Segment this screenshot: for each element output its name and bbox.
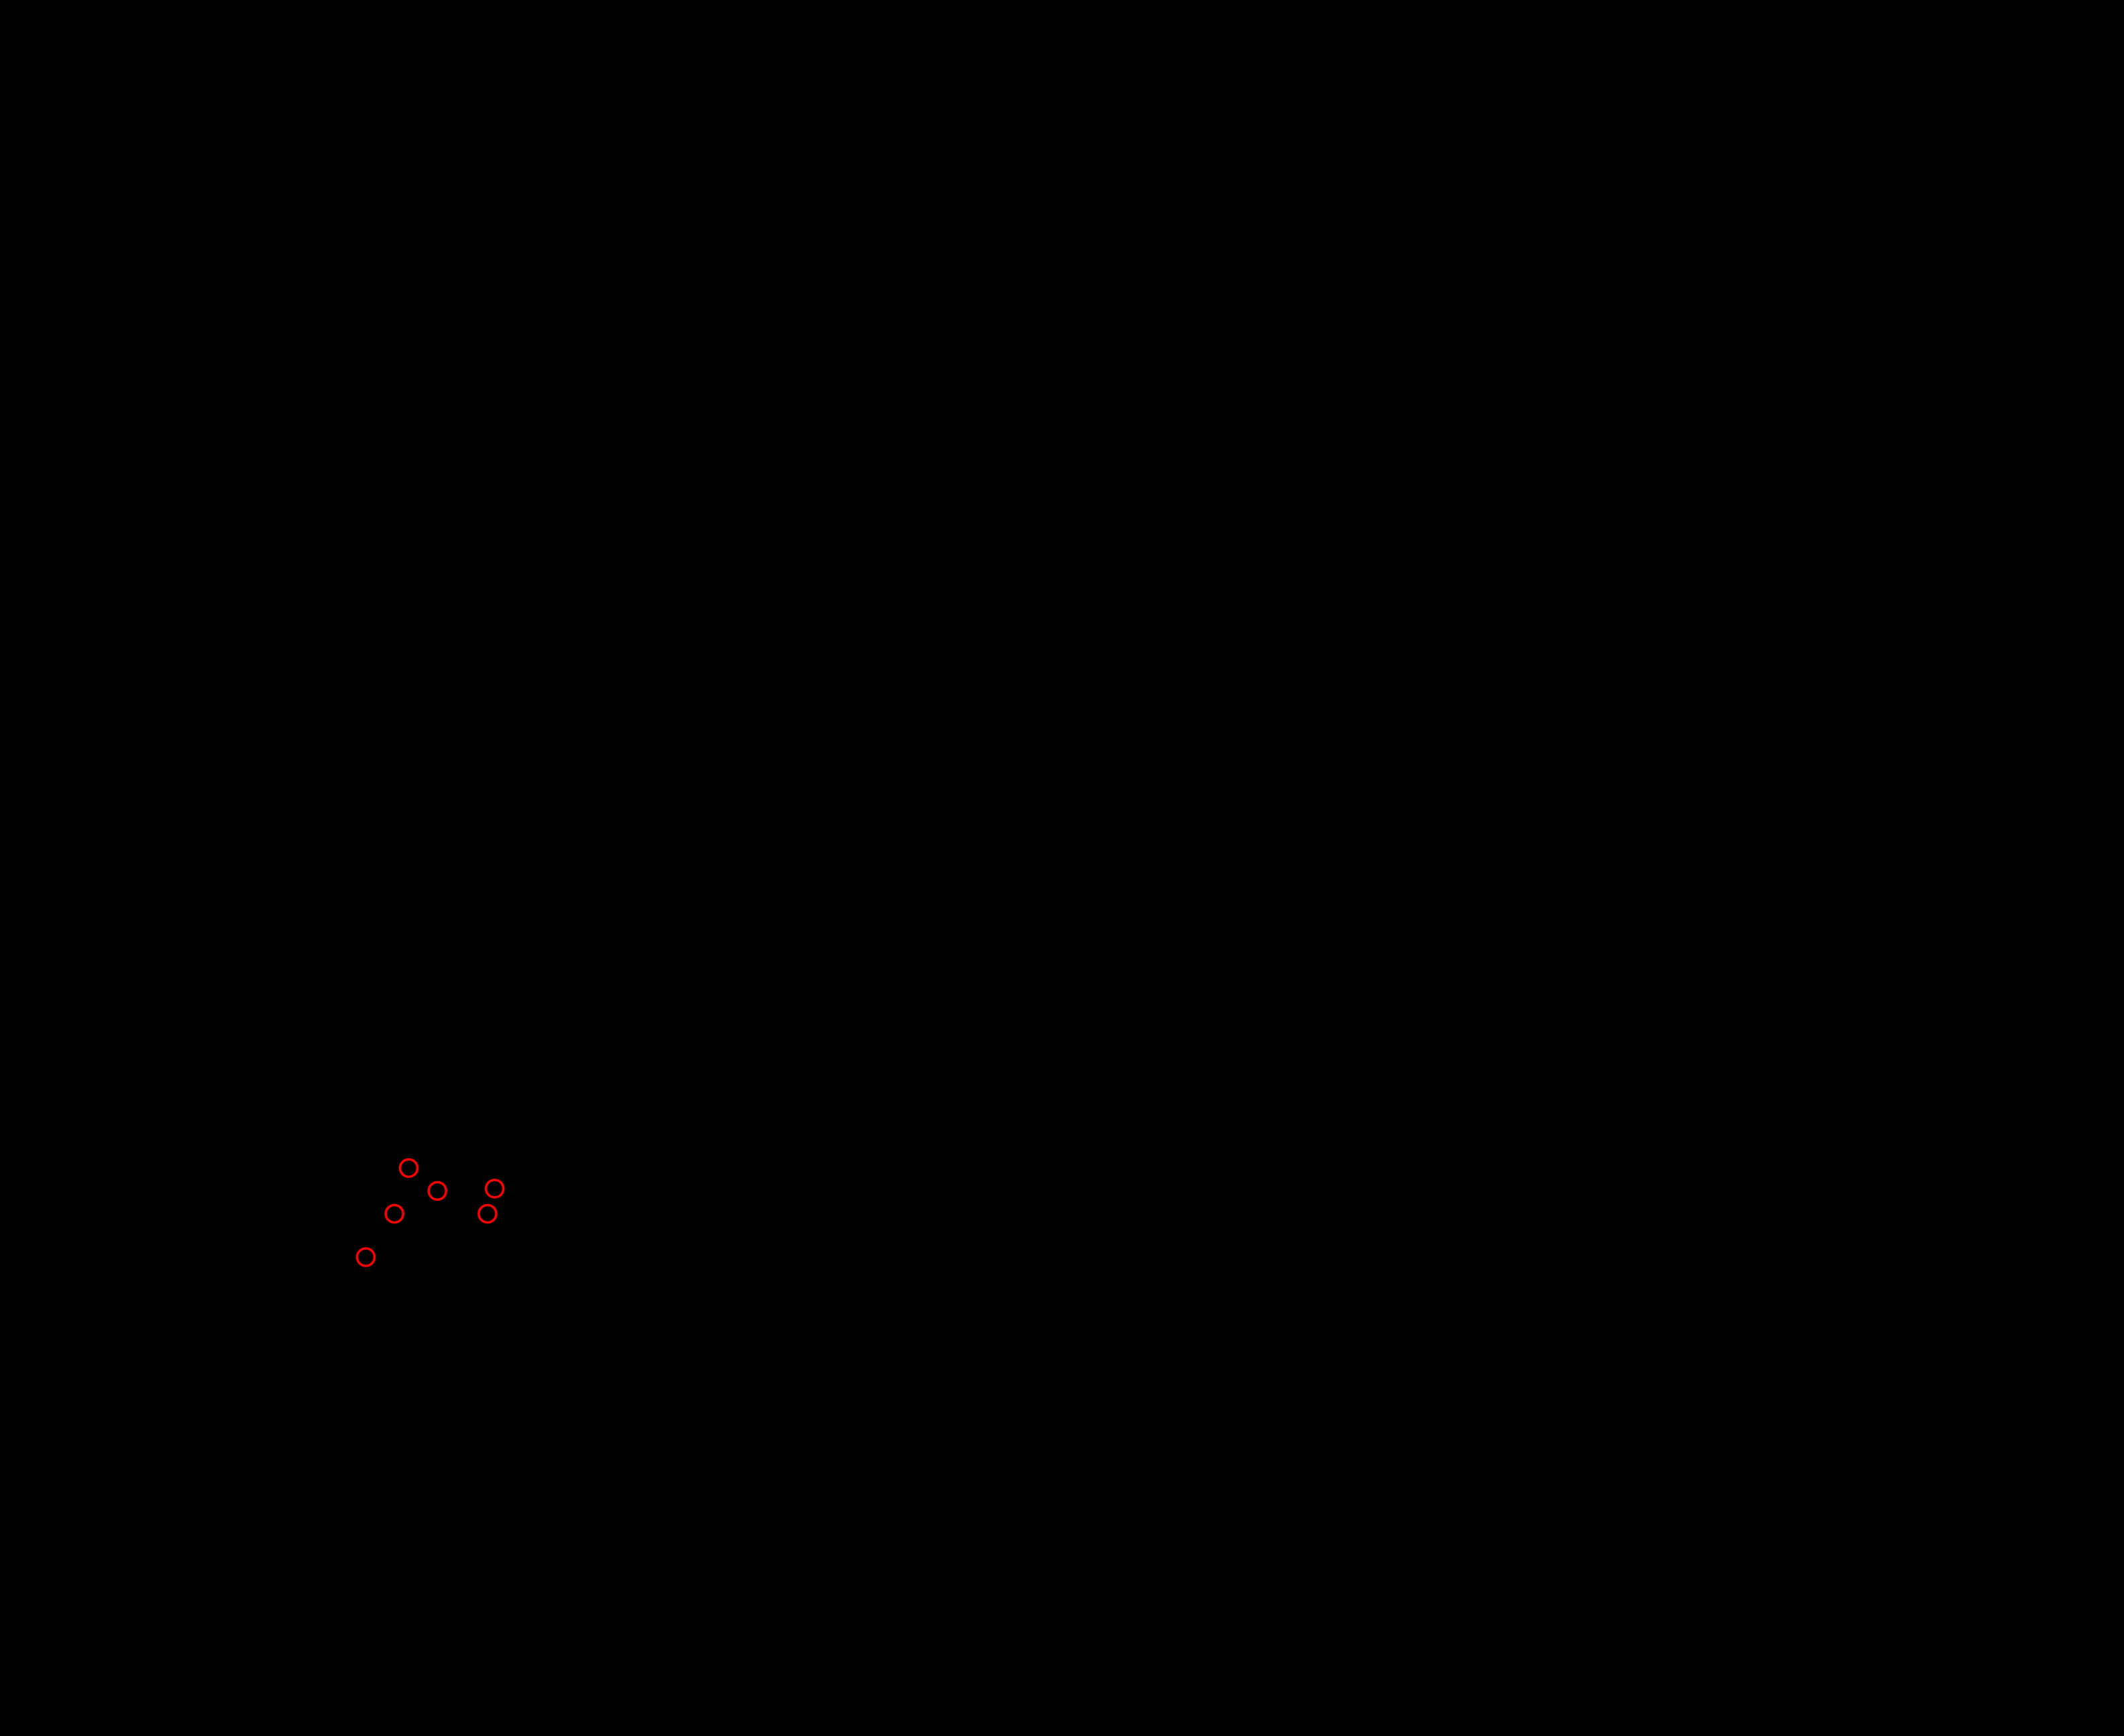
scatter-chart (0, 0, 2124, 1736)
chart-svg (0, 0, 2124, 1736)
chart-background (0, 0, 2124, 1736)
